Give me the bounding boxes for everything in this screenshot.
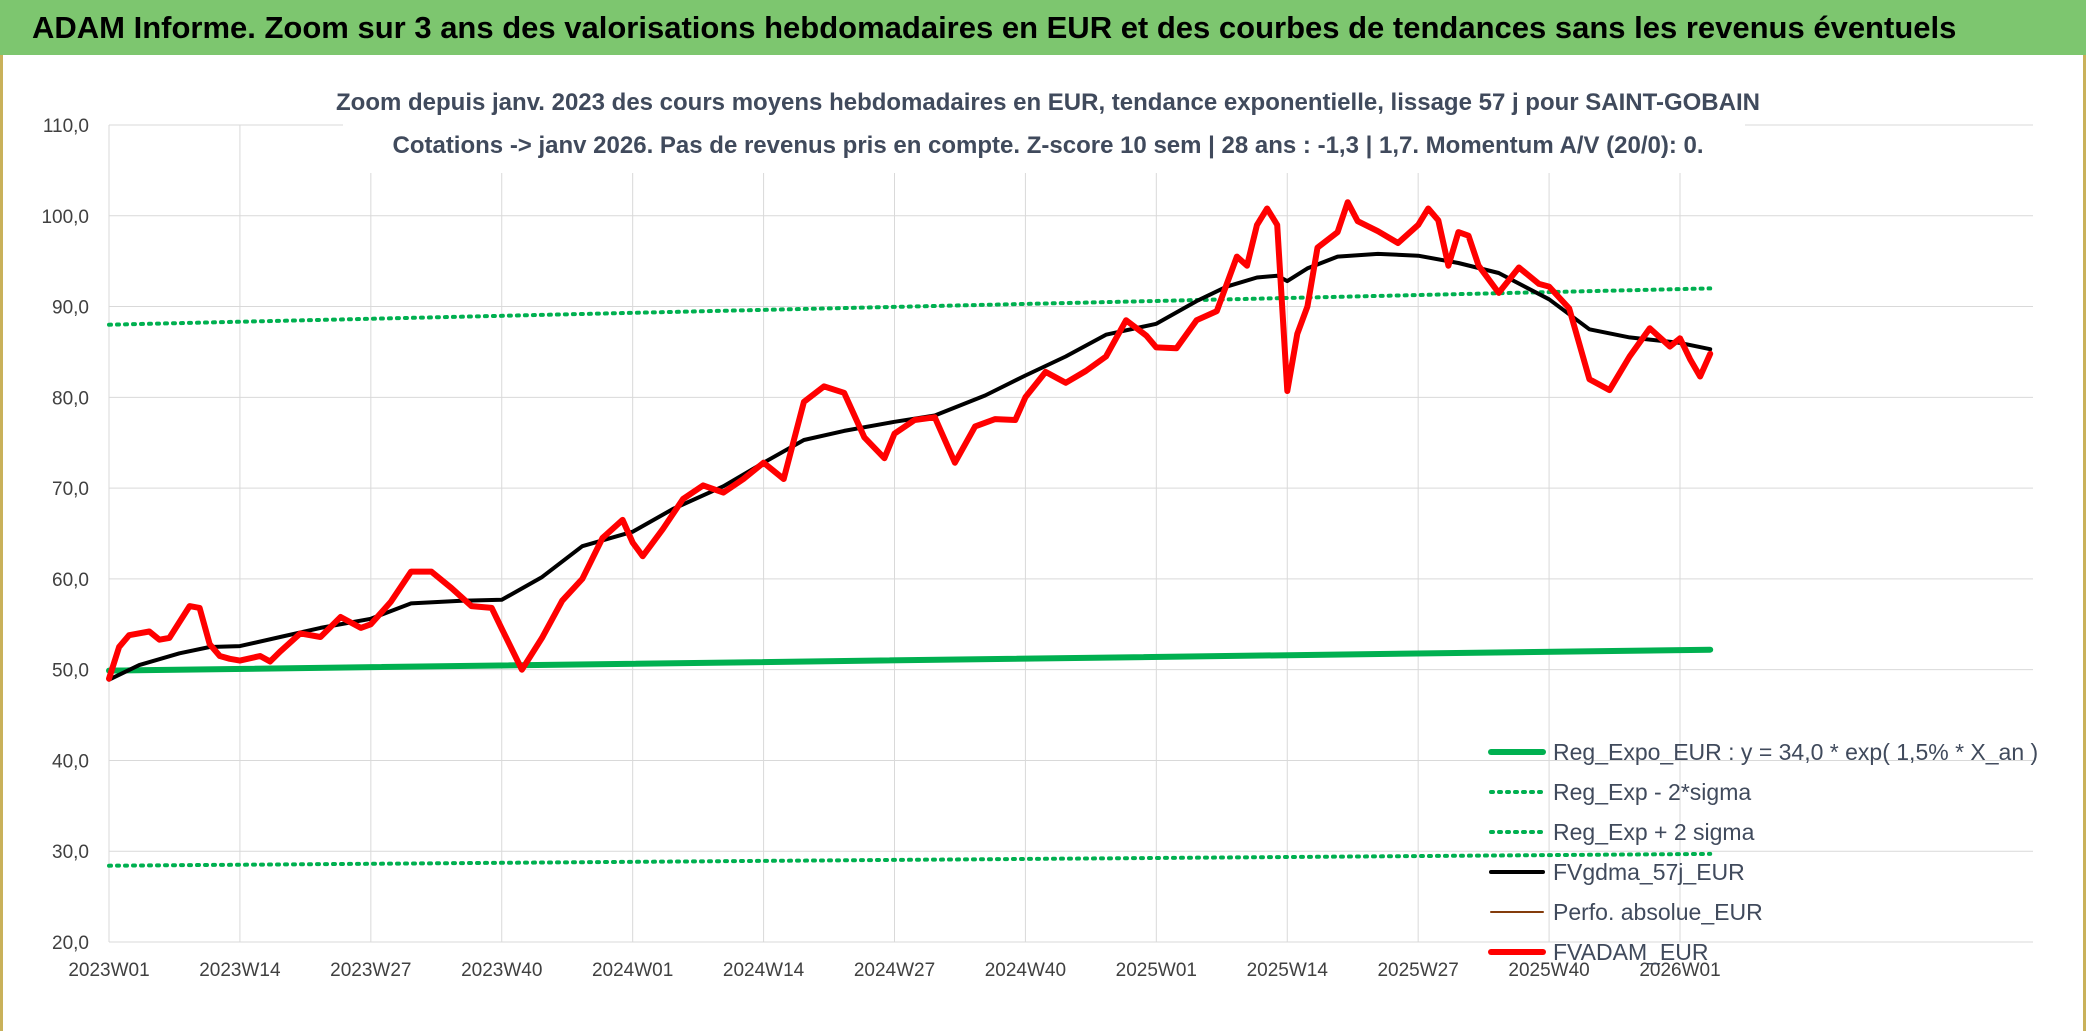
x-tick-label: 2025W27 — [1377, 960, 1458, 981]
x-tick-label: 2024W01 — [592, 960, 673, 981]
legend-label: FVADAM_EUR — [1553, 939, 1709, 965]
x-axis-ticks: 2023W01 2023W14 2023W27 2023W40 2024W01 2024W… — [68, 960, 1720, 981]
series-line-reg-exp-2-sigma — [107, 851, 1713, 868]
x-tick-label: 2025W40 — [1508, 960, 1589, 981]
y-tick-label: 50,0 — [52, 661, 89, 682]
report-banner-title: ADAM Informe. Zoom sur 3 ans des valoris… — [0, 0, 2086, 55]
x-tick-label: 2024W14 — [723, 960, 805, 981]
legend-label: Reg_Exp - 2*sigma — [1553, 779, 1751, 805]
title-background — [343, 81, 1745, 173]
x-tick-label: 2025W01 — [1116, 960, 1197, 981]
chart-subtitle: Cotations -> janv 2026. Pas de revenus p… — [392, 132, 1703, 159]
x-tick-label: 2023W01 — [68, 960, 149, 981]
y-tick-label: 70,0 — [52, 479, 89, 500]
x-tick-label: 2024W27 — [854, 960, 935, 981]
x-tick-label: 2025W14 — [1247, 960, 1329, 981]
price-trend-chart: 20,0 30,0 40,0 50,0 60,0 70,0 80,0 90,0 100,0 110… — [41, 81, 2038, 981]
series-line-reg-exp-2-sigma — [107, 286, 1713, 327]
x-tick-label: 2023W27 — [330, 960, 411, 981]
legend-label: Perfo. absolue_EUR — [1553, 899, 1763, 925]
x-tick-label: 2026W01 — [1639, 960, 1720, 981]
y-tick-label: 80,0 — [52, 388, 89, 409]
series-line-fvgdma-57j-eur — [107, 251, 1713, 682]
x-tick-label: 2023W40 — [461, 960, 542, 981]
x-tick-label: 2023W14 — [199, 960, 281, 981]
series-layer — [106, 199, 1714, 868]
chart-title: Zoom depuis janv. 2023 des cours moyens … — [336, 89, 1760, 116]
series-line-reg-expo-eur-y-34-0-exp-1-5-x-an — [106, 646, 1714, 674]
legend-label: FVgdma_57j_EUR — [1553, 859, 1745, 885]
series-line-fvadam-eur — [106, 199, 1714, 682]
y-tick-label: 100,0 — [41, 207, 89, 228]
chart-frame: 20,0 30,0 40,0 50,0 60,0 70,0 80,0 90,0 100,0 110… — [0, 55, 2086, 1031]
y-axis-ticks: 20,0 30,0 40,0 50,0 60,0 70,0 80,0 90,0 100,0 110… — [41, 116, 89, 954]
y-tick-label: 60,0 — [52, 570, 89, 591]
y-tick-label: 20,0 — [52, 933, 89, 954]
y-tick-label: 40,0 — [52, 751, 89, 772]
legend-label: Reg_Exp + 2 sigma — [1553, 819, 1755, 845]
chart-gridlines — [108, 124, 2033, 943]
y-tick-label: 110,0 — [43, 116, 89, 137]
chart-legend: Reg_Expo_EUR : y = 34,0 * exp( 1,5% * X_… — [1488, 739, 2038, 965]
legend-label: Reg_Expo_EUR : y = 34,0 * exp( 1,5% * X_… — [1553, 739, 2038, 765]
y-tick-label: 30,0 — [52, 842, 89, 863]
x-tick-label: 2024W40 — [985, 960, 1066, 981]
y-tick-label: 90,0 — [52, 298, 89, 319]
